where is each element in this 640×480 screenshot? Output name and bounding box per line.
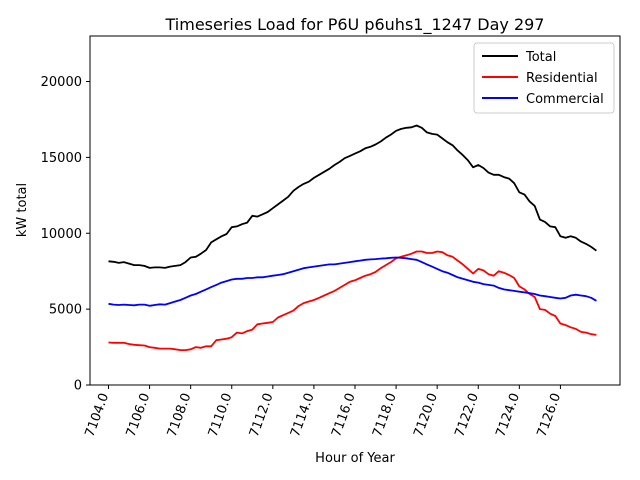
- series-line-commercial: [108, 256, 597, 307]
- legend-box: [473, 42, 615, 114]
- y-tick-label: 0: [74, 379, 82, 394]
- legend: Total Residential Commercial: [473, 42, 615, 114]
- legend-label-residential: Residential: [526, 71, 598, 86]
- legend-label-total: Total: [525, 50, 556, 65]
- plot-lines: [108, 124, 597, 352]
- y-axis-label: kW total: [15, 183, 30, 237]
- x-axis-label: Hour of Year: [315, 451, 395, 466]
- chart-title: Timeseries Load for P6U p6uhs1_1247 Day …: [165, 15, 545, 35]
- y-tick-label: 20000: [41, 75, 82, 90]
- legend-label-commercial: Commercial: [526, 92, 604, 107]
- y-tick-label: 15000: [41, 151, 82, 166]
- y-tick-label: 10000: [41, 227, 82, 242]
- y-axis: 0 5000 10000 15000 20000: [41, 75, 90, 394]
- series-line-total: [108, 124, 597, 269]
- series-line-residential: [108, 250, 597, 352]
- y-tick-label: 5000: [49, 303, 82, 318]
